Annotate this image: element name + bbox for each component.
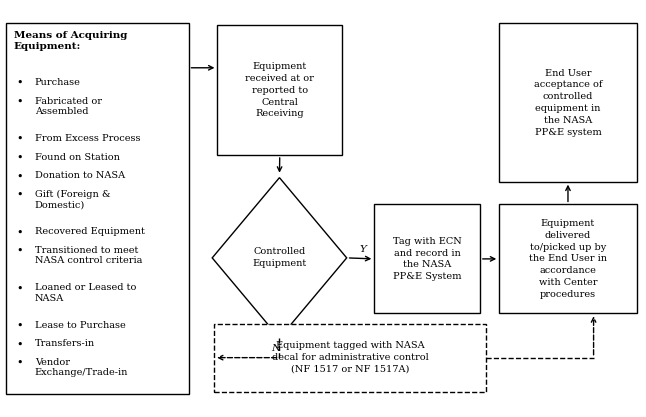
- Text: Found on Station: Found on Station: [35, 153, 120, 162]
- Text: N: N: [272, 344, 281, 353]
- Text: Equipment tagged with NASA
decal for administrative control
(NF 1517 or NF 1517A: Equipment tagged with NASA decal for adm…: [272, 342, 428, 374]
- Text: •: •: [17, 284, 23, 294]
- Text: •: •: [17, 171, 23, 181]
- Text: Fabricated or
Assembled: Fabricated or Assembled: [35, 97, 102, 116]
- Text: Equipment
delivered
to/picked up by
the End User in
accordance
with Center
proce: Equipment delivered to/picked up by the …: [529, 219, 607, 299]
- FancyBboxPatch shape: [217, 25, 342, 155]
- Text: End User
acceptance of
controlled
equipment in
the NASA
PP&E system: End User acceptance of controlled equipm…: [534, 68, 602, 136]
- Text: •: •: [17, 358, 23, 368]
- Text: Vendor
Exchange/Trade-in: Vendor Exchange/Trade-in: [35, 358, 128, 377]
- Text: •: •: [17, 339, 23, 349]
- FancyBboxPatch shape: [6, 23, 189, 394]
- Text: Loaned or Leased to
NASA: Loaned or Leased to NASA: [35, 284, 136, 303]
- Text: Donation to NASA: Donation to NASA: [35, 171, 125, 181]
- Text: From Excess Process: From Excess Process: [35, 134, 140, 143]
- Text: Y: Y: [359, 245, 366, 254]
- Text: •: •: [17, 97, 23, 107]
- Text: Tag with ECN
and record in
the NASA
PP&E System: Tag with ECN and record in the NASA PP&E…: [393, 237, 461, 281]
- Text: Controlled
Equipment: Controlled Equipment: [253, 247, 307, 268]
- Text: Transitioned to meet
NASA control criteria: Transitioned to meet NASA control criter…: [35, 246, 142, 266]
- Text: Transfers-in: Transfers-in: [35, 339, 95, 348]
- FancyBboxPatch shape: [374, 204, 480, 314]
- Text: Means of Acquiring
Equipment:: Means of Acquiring Equipment:: [14, 31, 127, 51]
- Text: •: •: [17, 78, 23, 88]
- Text: •: •: [17, 227, 23, 237]
- Text: Recovered Equipment: Recovered Equipment: [35, 227, 145, 236]
- Text: •: •: [17, 153, 23, 163]
- Text: Purchase: Purchase: [35, 78, 81, 87]
- Text: Equipment
received at or
reported to
Central
Receiving: Equipment received at or reported to Cen…: [245, 62, 314, 118]
- Text: Lease to Purchase: Lease to Purchase: [35, 321, 125, 330]
- Text: •: •: [17, 134, 23, 144]
- FancyBboxPatch shape: [499, 23, 637, 182]
- FancyBboxPatch shape: [214, 324, 486, 392]
- Polygon shape: [212, 178, 347, 338]
- Text: •: •: [17, 190, 23, 200]
- Text: •: •: [17, 246, 23, 256]
- Text: •: •: [17, 321, 23, 331]
- FancyBboxPatch shape: [499, 204, 637, 314]
- Text: Gift (Foreign &
Domestic): Gift (Foreign & Domestic): [35, 190, 110, 210]
